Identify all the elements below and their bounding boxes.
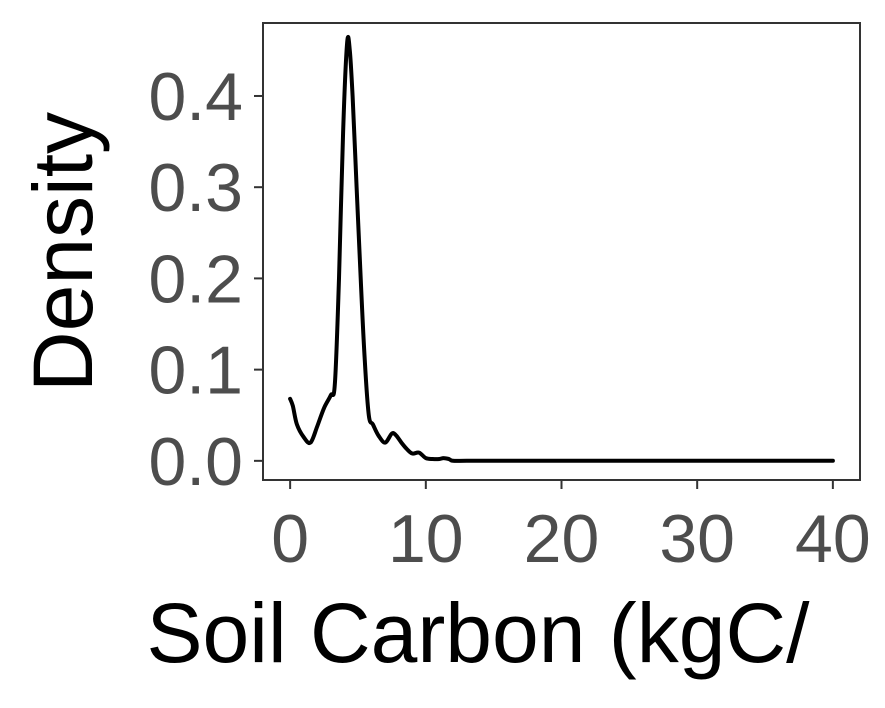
y-tick-label: 0.4: [148, 59, 243, 135]
y-tick-label: 0.1: [148, 333, 243, 409]
x-axis: 0 10 20 30 40: [271, 480, 871, 577]
y-axis-title: Density: [16, 112, 110, 392]
y-tick-label: 0.3: [148, 150, 243, 226]
y-tick-label: 0.2: [148, 241, 243, 317]
x-tick-label: 10: [388, 501, 464, 577]
x-axis-title: Soil Carbon (kgC/: [147, 586, 811, 680]
density-curve: [288, 35, 835, 463]
x-tick-label: 40: [795, 501, 871, 577]
x-tick-label: 0: [271, 501, 309, 577]
y-axis: 0.0 0.1 0.2 0.3 0.4: [148, 59, 263, 500]
x-tick-label: 30: [659, 501, 735, 577]
y-tick-label: 0.0: [148, 424, 243, 500]
plot-panel: [262, 22, 861, 481]
x-tick-label: 20: [524, 501, 600, 577]
